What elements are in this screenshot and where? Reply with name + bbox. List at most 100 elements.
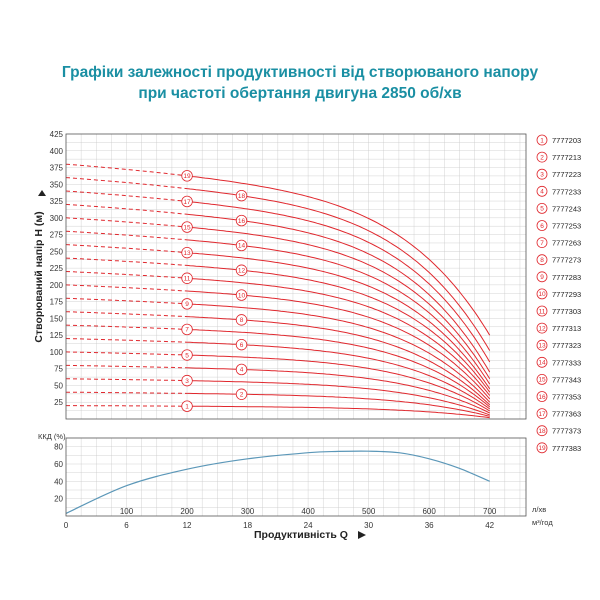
- curve-19-dashed: [65, 163, 188, 177]
- legend-model-code: 7777233: [552, 187, 581, 196]
- curve-number-label: 1: [185, 404, 189, 411]
- curve-number-marker: [181, 221, 193, 233]
- curve-1-dashed: [66, 405, 188, 407]
- legend-marker: [536, 322, 548, 334]
- legend-model-code: 7777363: [552, 410, 581, 419]
- efficiency-axis-ticks: 80 60 40 20: [54, 443, 63, 504]
- legend-marker: [536, 408, 548, 420]
- curve-number-label: 10: [238, 292, 246, 299]
- efficiency-tick-label: 20: [54, 495, 63, 504]
- legend-number: 10: [538, 291, 546, 298]
- curve-13-dashed: [65, 244, 188, 254]
- x-tick-lph: 600: [422, 507, 436, 516]
- curve-number-marker: [181, 246, 193, 259]
- legend-marker: [536, 185, 548, 197]
- y-tick-label: 325: [50, 197, 64, 206]
- efficiency-chart-frame: [65, 437, 527, 517]
- curve-number-marker: [235, 214, 248, 227]
- efficiency-chart-grid: [66, 438, 526, 516]
- curve-9: [187, 303, 491, 403]
- curve-7-dashed: [65, 324, 188, 330]
- legend-marker: [536, 254, 548, 266]
- y-tick-label: 200: [50, 281, 64, 290]
- x-tick-m3h: 6: [124, 521, 129, 530]
- flow-unit-m3h: м³/год: [532, 518, 553, 527]
- legend-marker: [536, 442, 548, 454]
- curve-7: [187, 328, 491, 408]
- curve-12-dashed: [65, 257, 188, 266]
- legend-model-code: 7777213: [552, 153, 581, 162]
- chart-title-line2: при частоті обертання двигуна 2850 об/хв: [138, 85, 462, 102]
- y-tick-label: 350: [50, 180, 64, 189]
- curve-number-label: 5: [185, 352, 189, 359]
- y-tick-label: 50: [54, 381, 63, 390]
- curve-number-label: 18: [238, 193, 246, 200]
- legend-number: 4: [540, 189, 544, 196]
- x-tick-m3h: 0: [64, 521, 69, 530]
- legend-model-code: 7777263: [552, 239, 581, 248]
- legend-model-code: 7777313: [552, 324, 581, 333]
- legend-marker: [536, 391, 548, 402]
- x-tick-lph: 500: [362, 507, 376, 516]
- legend-number: 17: [538, 411, 546, 418]
- x-tick-m3h: 42: [485, 521, 494, 530]
- legend-number: 7: [540, 240, 544, 247]
- curve-number-label: 11: [184, 276, 191, 283]
- curve-5: [187, 354, 490, 412]
- curve-number-label: 8: [240, 317, 244, 324]
- x-tick-m3h: 18: [243, 521, 252, 530]
- flow-axis-arrow-icon: [358, 531, 366, 539]
- curve-number-label: 3: [185, 378, 189, 385]
- legend-model-code: 7777303: [552, 307, 581, 316]
- legend-model-code: 7777343: [552, 375, 581, 384]
- legend-number: 9: [540, 274, 544, 281]
- head-axis-arrow-icon: [38, 190, 46, 196]
- legend-number: 12: [538, 325, 546, 332]
- y-tick-label: 275: [50, 231, 64, 240]
- curve-9-dashed: [65, 297, 188, 305]
- curve-1: [187, 405, 490, 419]
- head-axis-label: Створюваний напір H (м): [33, 211, 45, 342]
- legend-marker: [536, 271, 548, 283]
- x-tick-lph: 400: [301, 507, 315, 516]
- legend-model-code: 7777253: [552, 222, 581, 231]
- curve-6-dashed: [65, 338, 188, 343]
- curve-17-dashed: [65, 190, 188, 202]
- legend-model-code: 7777203: [552, 136, 581, 145]
- x-tick-m3h: 24: [304, 521, 313, 530]
- flow-axis-label: Продуктивність Q: [254, 529, 348, 541]
- flow-unit-lph: л/хв: [532, 505, 546, 514]
- legend-model-code: 7777283: [552, 273, 581, 282]
- curve-number-marker: [181, 374, 193, 387]
- curve-number-marker: [181, 400, 193, 412]
- legend-model-code: 7777323: [552, 341, 581, 350]
- legend-marker: [536, 237, 548, 249]
- legend-model-code: 7777373: [552, 427, 581, 436]
- curve-15-dashed: [65, 217, 188, 228]
- curve-number-label: 6: [240, 342, 244, 349]
- curve-number-marker: [235, 264, 248, 276]
- efficiency-curve: [65, 450, 490, 514]
- curve-number-marker: [235, 363, 248, 376]
- curve-number-marker: [235, 338, 248, 351]
- curve-number-label: 12: [238, 268, 246, 275]
- legend-model-code: 7777353: [552, 393, 581, 402]
- legend-number: 15: [538, 377, 546, 384]
- curve-number-label: 17: [183, 199, 191, 206]
- curve-16-dashed: [65, 203, 188, 215]
- y-tick-label: 25: [54, 398, 63, 407]
- x-tick-lph: 100: [120, 507, 134, 516]
- curve-11-dashed: [65, 271, 188, 279]
- curve-18-dashed: [65, 177, 188, 190]
- y-tick-label: 100: [50, 348, 64, 357]
- y-tick-label: 75: [54, 365, 63, 374]
- curve-number-label: 15: [183, 224, 191, 231]
- legend-model-code: 7777223: [552, 170, 581, 179]
- x-tick-lph: 300: [241, 507, 255, 516]
- curve-number-marker: [181, 349, 193, 361]
- curve-15: [187, 226, 491, 380]
- y-tick-label: 125: [50, 331, 64, 340]
- legend-marker: [536, 134, 548, 146]
- legend-marker: [536, 168, 548, 180]
- legend-marker: [536, 356, 548, 368]
